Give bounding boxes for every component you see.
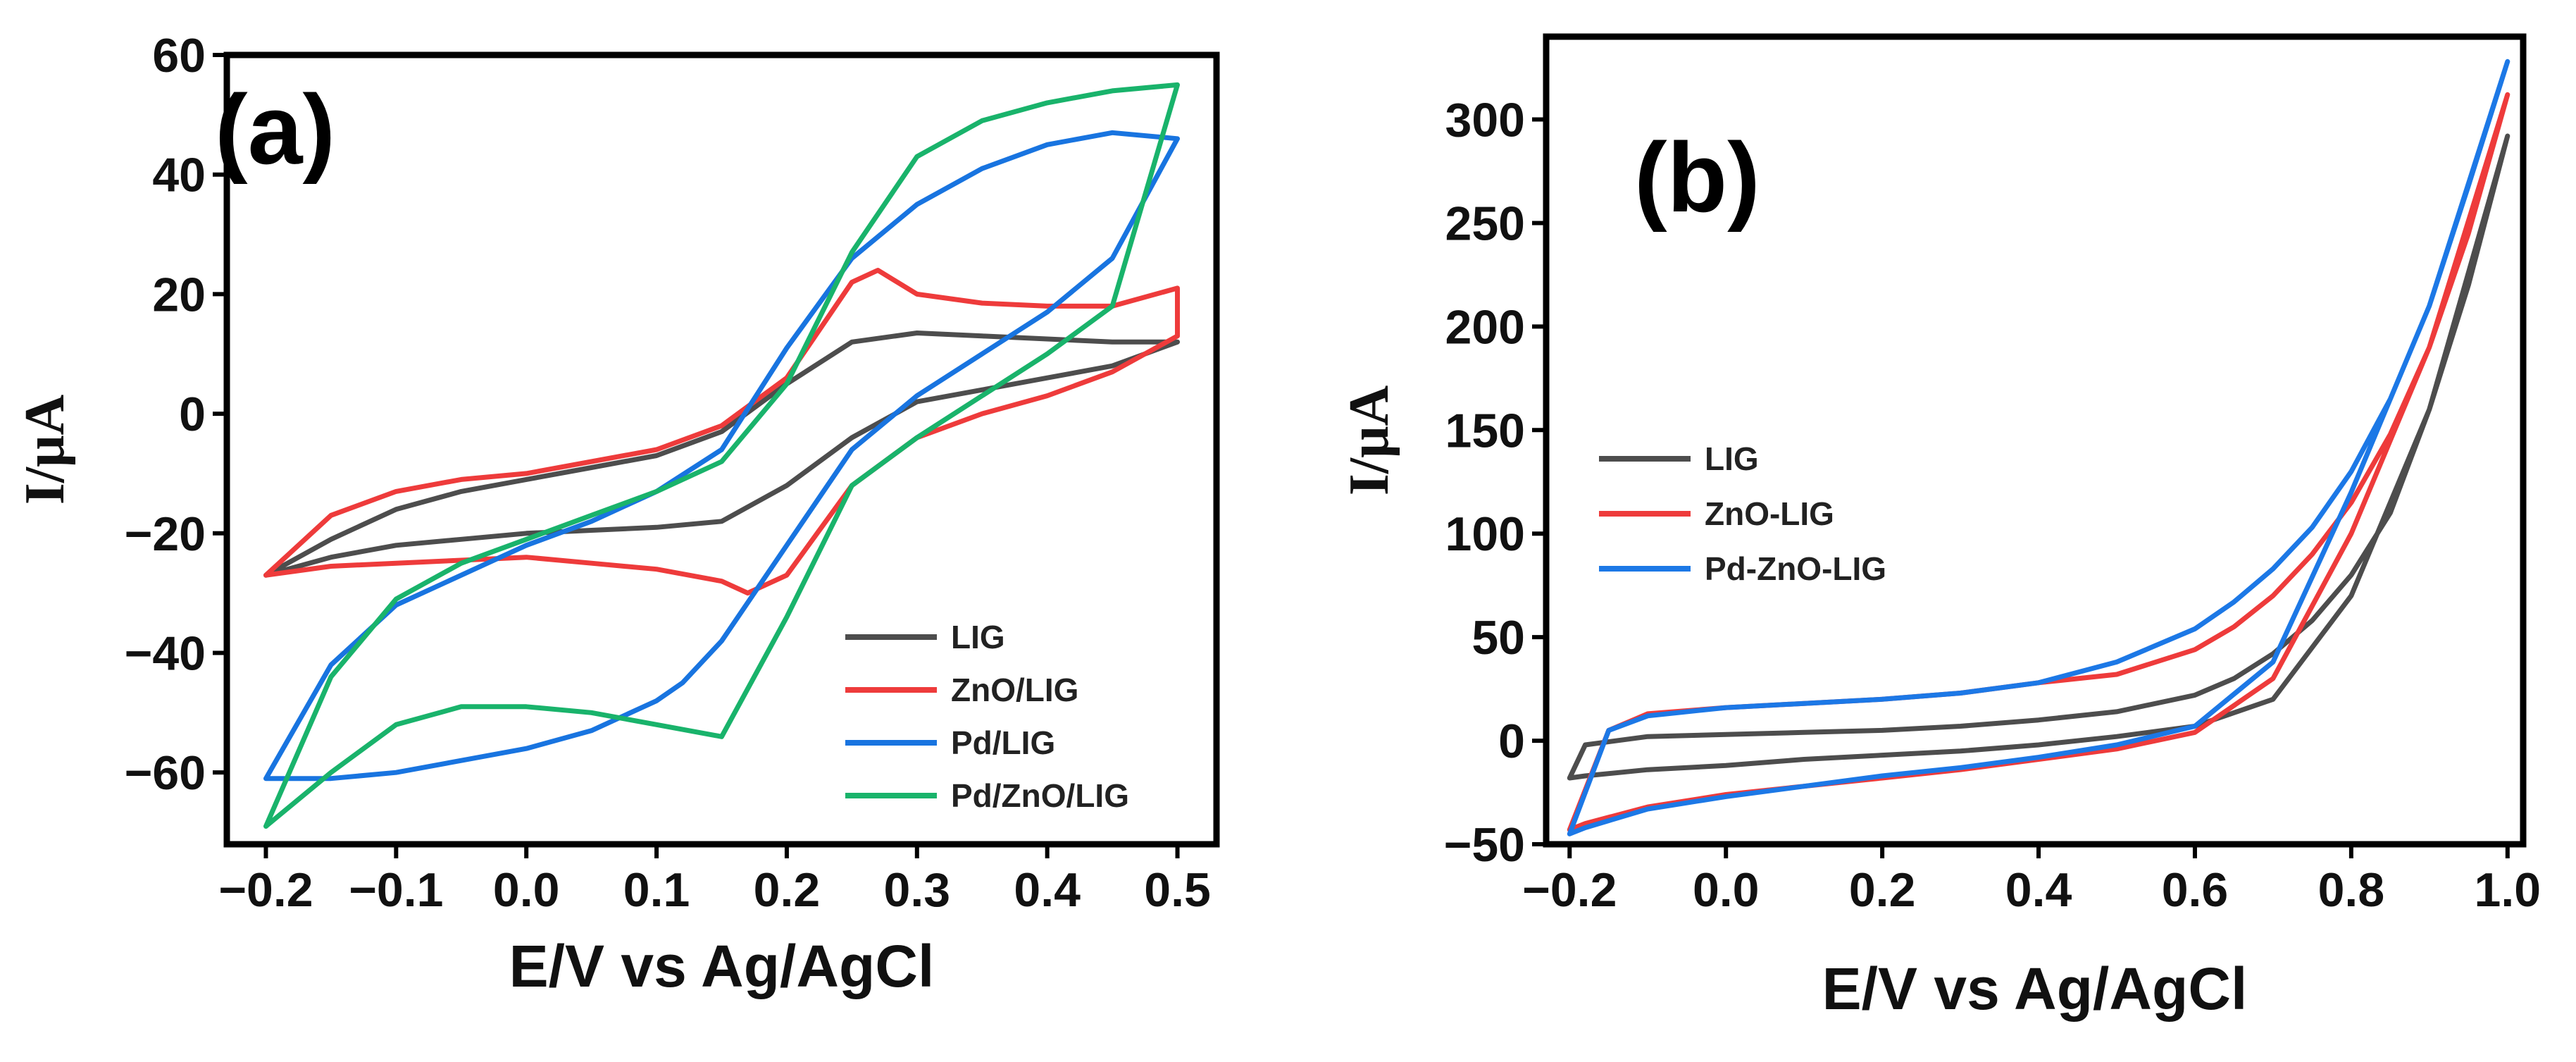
x-tick-label: 0.0 bbox=[493, 863, 560, 917]
y-tick-label: 200 bbox=[1445, 300, 1525, 354]
y-tick-label: 0 bbox=[179, 388, 206, 441]
x-tick-label: 0.5 bbox=[1144, 863, 1211, 917]
series-line-pd-zno-lig bbox=[1567, 58, 2510, 836]
y-tick-label: 20 bbox=[152, 268, 206, 321]
y-tick-label: −20 bbox=[125, 507, 206, 561]
y-tick-label: 60 bbox=[152, 29, 206, 82]
legend-label: Pd/LIG bbox=[951, 724, 1055, 761]
x-axis-label-a: E/V vs Ag/AgCl bbox=[509, 933, 935, 999]
y-tick-label: 50 bbox=[1471, 611, 1525, 665]
series-curves-a bbox=[263, 82, 1180, 829]
x-tick-label: 0.4 bbox=[2005, 863, 2072, 917]
y-tick-label: 250 bbox=[1445, 197, 1525, 250]
legend-label: LIG bbox=[951, 619, 1005, 655]
y-tick-label: 40 bbox=[152, 149, 206, 202]
series-line-lig bbox=[1567, 133, 2510, 781]
y-tick-label: 0 bbox=[1498, 715, 1525, 768]
x-tick-label: 0.4 bbox=[1014, 863, 1081, 917]
x-axis-ticks-b: −0.2 0.0 0.2 0.4 0.6 0.8 1.0 bbox=[1522, 844, 2541, 917]
y-axis-label-a: I/μA bbox=[14, 395, 76, 505]
x-tick-label: 1.0 bbox=[2475, 863, 2541, 917]
legend-a: LIG ZnO/LIG Pd/LIG Pd/ZnO/LIG bbox=[845, 619, 1129, 814]
legend-label: Pd-ZnO-LIG bbox=[1705, 550, 1886, 587]
legend-label: ZnO-LIG bbox=[1705, 495, 1834, 532]
x-tick-label: 0.8 bbox=[2318, 863, 2385, 917]
series-line-lig bbox=[263, 331, 1180, 578]
legend-label: LIG bbox=[1705, 440, 1759, 477]
x-axis-label-b: E/V vs Ag/AgCl bbox=[1822, 956, 2248, 1022]
x-axis-ticks-a: −0.2 −0.1 0.0 0.1 0.2 0.3 0.4 0.5 bbox=[218, 844, 1211, 917]
y-tick-label: 300 bbox=[1445, 94, 1525, 147]
x-tick-label: 0.1 bbox=[623, 863, 690, 917]
y-tick-label: −50 bbox=[1444, 818, 1525, 872]
x-tick-label: 0.2 bbox=[1849, 863, 1916, 917]
x-tick-label: 0.0 bbox=[1693, 863, 1760, 917]
x-tick-label: −0.1 bbox=[349, 863, 443, 917]
y-axis-ticks-b: 300 250 200 150 100 50 0 −50 bbox=[1444, 94, 1546, 872]
x-tick-label: 0.6 bbox=[2162, 863, 2229, 917]
legend-label: Pd/ZnO/LIG bbox=[951, 777, 1129, 814]
x-tick-label: 0.2 bbox=[754, 863, 821, 917]
legend-b: LIG ZnO-LIG Pd-ZnO-LIG bbox=[1599, 440, 1886, 587]
plot-frame-a bbox=[223, 51, 1220, 848]
x-tick-label: −0.2 bbox=[218, 863, 313, 917]
y-tick-label: −40 bbox=[125, 626, 206, 680]
y-tick-label: 100 bbox=[1445, 507, 1525, 561]
panel-label-b: (b) bbox=[1634, 122, 1760, 233]
series-line-pd-zno-lig bbox=[263, 82, 1180, 829]
plot-frame-b bbox=[1543, 33, 2527, 848]
series-line-zno-lig bbox=[263, 268, 1180, 596]
chart-panel-b: −0.2 0.0 0.2 0.4 0.6 0.8 1.0 300 250 200 150 100 50… bbox=[1338, 33, 2541, 1022]
legend-label: ZnO/LIG bbox=[951, 672, 1078, 708]
chart-panel-a: −0.2 −0.1 0.0 0.1 0.2 0.3 0.4 0.5 60 40 20 0 −20 −40… bbox=[14, 29, 1220, 999]
y-axis-ticks-a: 60 40 20 0 −20 −40 −60 bbox=[125, 29, 227, 800]
y-tick-label: 150 bbox=[1445, 404, 1525, 457]
x-tick-label: −0.2 bbox=[1522, 863, 1617, 917]
x-tick-label: 0.3 bbox=[884, 863, 951, 917]
y-axis-label-b: I/μA bbox=[1338, 385, 1400, 496]
panel-label-a: (a) bbox=[215, 74, 335, 185]
series-curves-b bbox=[1567, 58, 2510, 836]
y-tick-label: −60 bbox=[125, 746, 206, 800]
